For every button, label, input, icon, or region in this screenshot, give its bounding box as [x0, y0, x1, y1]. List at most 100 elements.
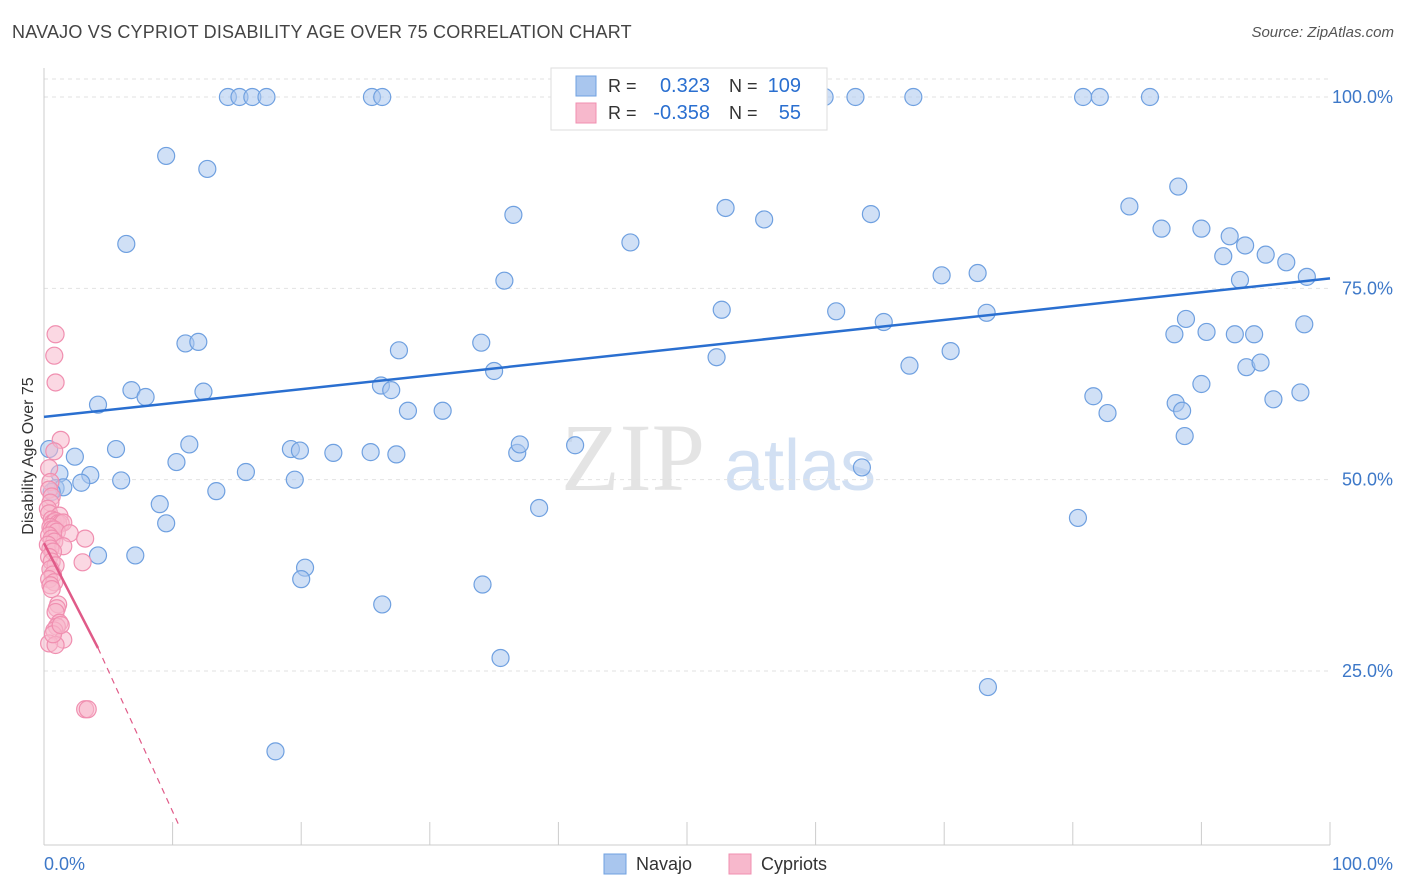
x-ticks [172, 822, 1331, 845]
point-navajo [167, 452, 186, 472]
legend-r-value-cypriots: -0.358 [653, 102, 710, 124]
point-navajo [1176, 309, 1196, 329]
point-navajo [180, 435, 199, 454]
point-navajo [1090, 87, 1109, 107]
point-navajo [491, 648, 510, 668]
legend-box [550, 67, 828, 131]
legend-swatch-cypriots [575, 102, 597, 124]
trend-lines [42, 277, 1331, 826]
point-navajo [977, 303, 996, 322]
legend-r-value-navajo: 0.323 [660, 75, 710, 97]
correlation-legend: R = 0.323 N = 109 R = -0.358 N = 55 [550, 67, 828, 131]
point-cypriots [51, 615, 70, 635]
point-navajo [112, 471, 131, 490]
point-navajo [932, 266, 951, 285]
point-navajo [292, 570, 311, 589]
legend-n-value-cypriots: 55 [779, 102, 801, 124]
point-navajo [65, 447, 84, 466]
point-navajo [1084, 387, 1103, 406]
point-navajo [1173, 401, 1192, 420]
point-navajo [361, 443, 380, 462]
point-navajo [827, 302, 846, 321]
x-tick-label-max: 100.0% [1332, 854, 1393, 874]
point-navajo [324, 443, 343, 462]
point-navajo [1192, 374, 1211, 394]
point-navajo [285, 470, 304, 489]
y-tick-labels: 25.0% 50.0% 75.0% 100.0% [1332, 87, 1393, 681]
point-navajo [1165, 325, 1184, 344]
point-navajo [1192, 219, 1211, 238]
series-legend-swatch-cypriots [728, 853, 752, 875]
point-navajo [755, 210, 774, 229]
source-credit: Source: ZipAtlas.com [1251, 24, 1394, 41]
series-legend-label-cypriots: Cypriots [761, 854, 827, 874]
point-navajo [157, 514, 176, 533]
point-navajo [88, 546, 108, 565]
series-legend-swatch-navajo [603, 853, 627, 875]
point-navajo [978, 677, 998, 697]
point-navajo [716, 198, 735, 218]
y-axis-title: Disability Age Over 75 [20, 377, 37, 535]
point-navajo [1175, 426, 1194, 446]
trend-line-navajo [43, 277, 1331, 419]
point-navajo [88, 395, 108, 414]
y-tick-label: 25.0% [1342, 661, 1393, 681]
series-legend: Navajo Cypriots [603, 853, 827, 875]
point-navajo [485, 361, 504, 381]
point-navajo [194, 382, 213, 401]
point-navajo [1230, 270, 1250, 290]
point-navajo [566, 436, 585, 455]
series-legend-label-navajo: Navajo [636, 854, 692, 874]
point-cypriots [42, 580, 61, 599]
point-navajo [472, 333, 491, 352]
x-tick-label-min: 0.0% [44, 854, 85, 874]
point-navajo [433, 401, 452, 420]
point-cypriots [45, 346, 64, 365]
point-navajo [236, 462, 256, 482]
legend-n-value-navajo: 109 [768, 75, 801, 97]
point-navajo [157, 146, 176, 166]
point-navajo [1152, 219, 1171, 238]
point-navajo [373, 595, 392, 614]
legend-swatch-navajo [575, 75, 597, 97]
point-navajo [189, 332, 208, 352]
point-navajo [904, 87, 923, 107]
point-navajo [707, 348, 726, 367]
point-navajo [126, 546, 145, 565]
point-cypriots [46, 373, 65, 392]
trend-line-extension-cypriots [97, 647, 180, 826]
point-navajo [510, 435, 529, 454]
point-navajo [1297, 267, 1316, 286]
point-navajo [382, 381, 401, 400]
point-navajo [398, 401, 418, 420]
point-navajo [72, 473, 91, 492]
point-cypriots [73, 553, 92, 572]
point-navajo [387, 445, 406, 464]
point-navajo [389, 341, 409, 360]
legend-n-label-cypriots: N = [729, 103, 758, 123]
point-navajo [1220, 227, 1239, 246]
point-navajo [117, 234, 136, 254]
point-navajo [1295, 315, 1314, 334]
point-navajo [473, 575, 492, 594]
point-navajo [504, 205, 523, 224]
y-tick-label: 50.0% [1342, 470, 1393, 490]
point-navajo [1169, 177, 1188, 196]
point-navajo [968, 263, 987, 283]
chart-title: NAVAJO VS CYPRIOT DISABILITY AGE OVER 75… [12, 22, 632, 42]
point-navajo [712, 300, 731, 319]
point-navajo [1245, 325, 1264, 344]
point-navajo [900, 356, 919, 375]
trend-line-cypriots [42, 542, 100, 649]
point-navajo [1291, 383, 1310, 402]
point-navajo [257, 87, 276, 107]
watermark-zip: ZIP [561, 404, 705, 511]
point-navajo [621, 233, 640, 252]
point-navajo [1140, 87, 1160, 107]
point-navajo [941, 341, 960, 361]
point-cypriots [78, 700, 97, 719]
point-cypriots [46, 325, 65, 344]
point-navajo [846, 87, 865, 107]
point-navajo [495, 271, 514, 290]
